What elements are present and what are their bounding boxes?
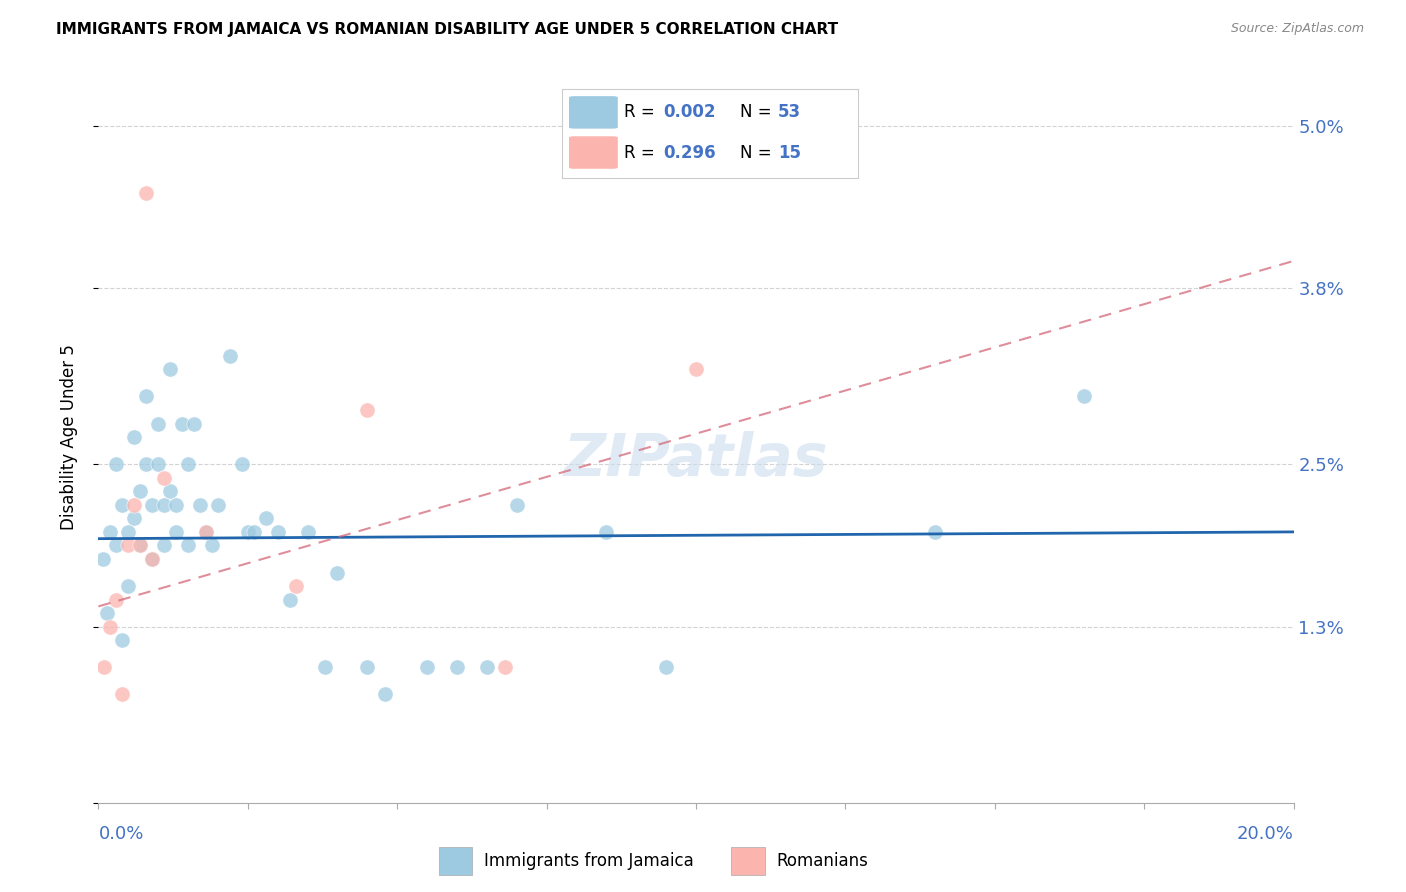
Point (93, 660, 115, 674)
Point (124, 498, 146, 512)
Point (297, 524, 319, 539)
Point (172, 417, 194, 431)
FancyBboxPatch shape (568, 136, 619, 169)
Point (153, 538, 176, 552)
Point (231, 457, 253, 471)
Point (105, 592, 128, 607)
Point (159, 362, 181, 376)
Text: N =: N = (740, 103, 776, 121)
Point (1073, 389, 1095, 403)
Point (195, 524, 218, 539)
Point (685, 362, 707, 376)
Text: R =: R = (624, 144, 661, 161)
Point (219, 349, 242, 363)
Point (254, 511, 277, 525)
Point (100, 620, 122, 634)
Point (153, 471, 176, 485)
Text: Romanians: Romanians (776, 852, 868, 870)
Point (284, 579, 307, 593)
Point (278, 592, 301, 607)
Point (124, 430, 146, 444)
Point (117, 579, 139, 593)
Point (100, 524, 122, 539)
Text: R =: R = (624, 103, 661, 121)
Point (141, 552, 163, 566)
Bar (731, 847, 765, 875)
Point (111, 633, 134, 648)
Point (655, 660, 678, 674)
Point (165, 524, 187, 539)
Point (188, 498, 211, 512)
Point (141, 552, 163, 566)
Text: 0.002: 0.002 (662, 103, 716, 121)
Point (267, 524, 290, 539)
Point (356, 660, 378, 674)
Point (141, 498, 163, 512)
Point (129, 538, 152, 552)
Point (236, 524, 259, 539)
Point (416, 660, 439, 674)
Text: Immigrants from Jamaica: Immigrants from Jamaica (484, 852, 693, 870)
Point (117, 538, 139, 552)
Y-axis label: Disability Age Under 5: Disability Age Under 5 (59, 344, 77, 530)
Point (446, 660, 468, 674)
Point (159, 484, 181, 499)
Point (96, 606, 118, 620)
Point (135, 389, 157, 403)
Text: 20.0%: 20.0% (1237, 825, 1294, 843)
Text: IMMIGRANTS FROM JAMAICA VS ROMANIAN DISABILITY AGE UNDER 5 CORRELATION CHART: IMMIGRANTS FROM JAMAICA VS ROMANIAN DISA… (56, 22, 838, 37)
Point (111, 688, 134, 702)
Point (129, 538, 152, 552)
Point (129, 484, 152, 499)
Point (207, 498, 229, 512)
Point (117, 524, 139, 539)
Point (177, 457, 200, 471)
Point (91, 552, 114, 566)
Point (153, 498, 176, 512)
Point (195, 524, 218, 539)
Point (183, 417, 205, 431)
Point (165, 498, 187, 512)
Text: 53: 53 (778, 103, 801, 121)
Point (201, 538, 224, 552)
Text: 0.0%: 0.0% (98, 825, 143, 843)
Point (135, 457, 157, 471)
Point (494, 660, 516, 674)
Point (356, 403, 378, 417)
Point (177, 538, 200, 552)
Point (326, 566, 349, 580)
Point (148, 417, 170, 431)
Point (924, 524, 946, 539)
Point (148, 457, 170, 471)
Point (315, 660, 337, 674)
Text: N =: N = (740, 144, 776, 161)
FancyBboxPatch shape (568, 95, 619, 129)
Point (135, 186, 157, 201)
Point (475, 660, 498, 674)
Point (506, 498, 529, 512)
Text: 15: 15 (778, 144, 801, 161)
Point (595, 524, 617, 539)
Point (124, 511, 146, 525)
Point (111, 498, 134, 512)
Point (243, 524, 266, 539)
Point (105, 538, 128, 552)
Bar (439, 847, 472, 875)
Text: Source: ZipAtlas.com: Source: ZipAtlas.com (1230, 22, 1364, 36)
Point (105, 457, 128, 471)
Text: 0.296: 0.296 (662, 144, 716, 161)
Point (374, 688, 396, 702)
Text: ZIPatlas: ZIPatlas (564, 431, 828, 488)
